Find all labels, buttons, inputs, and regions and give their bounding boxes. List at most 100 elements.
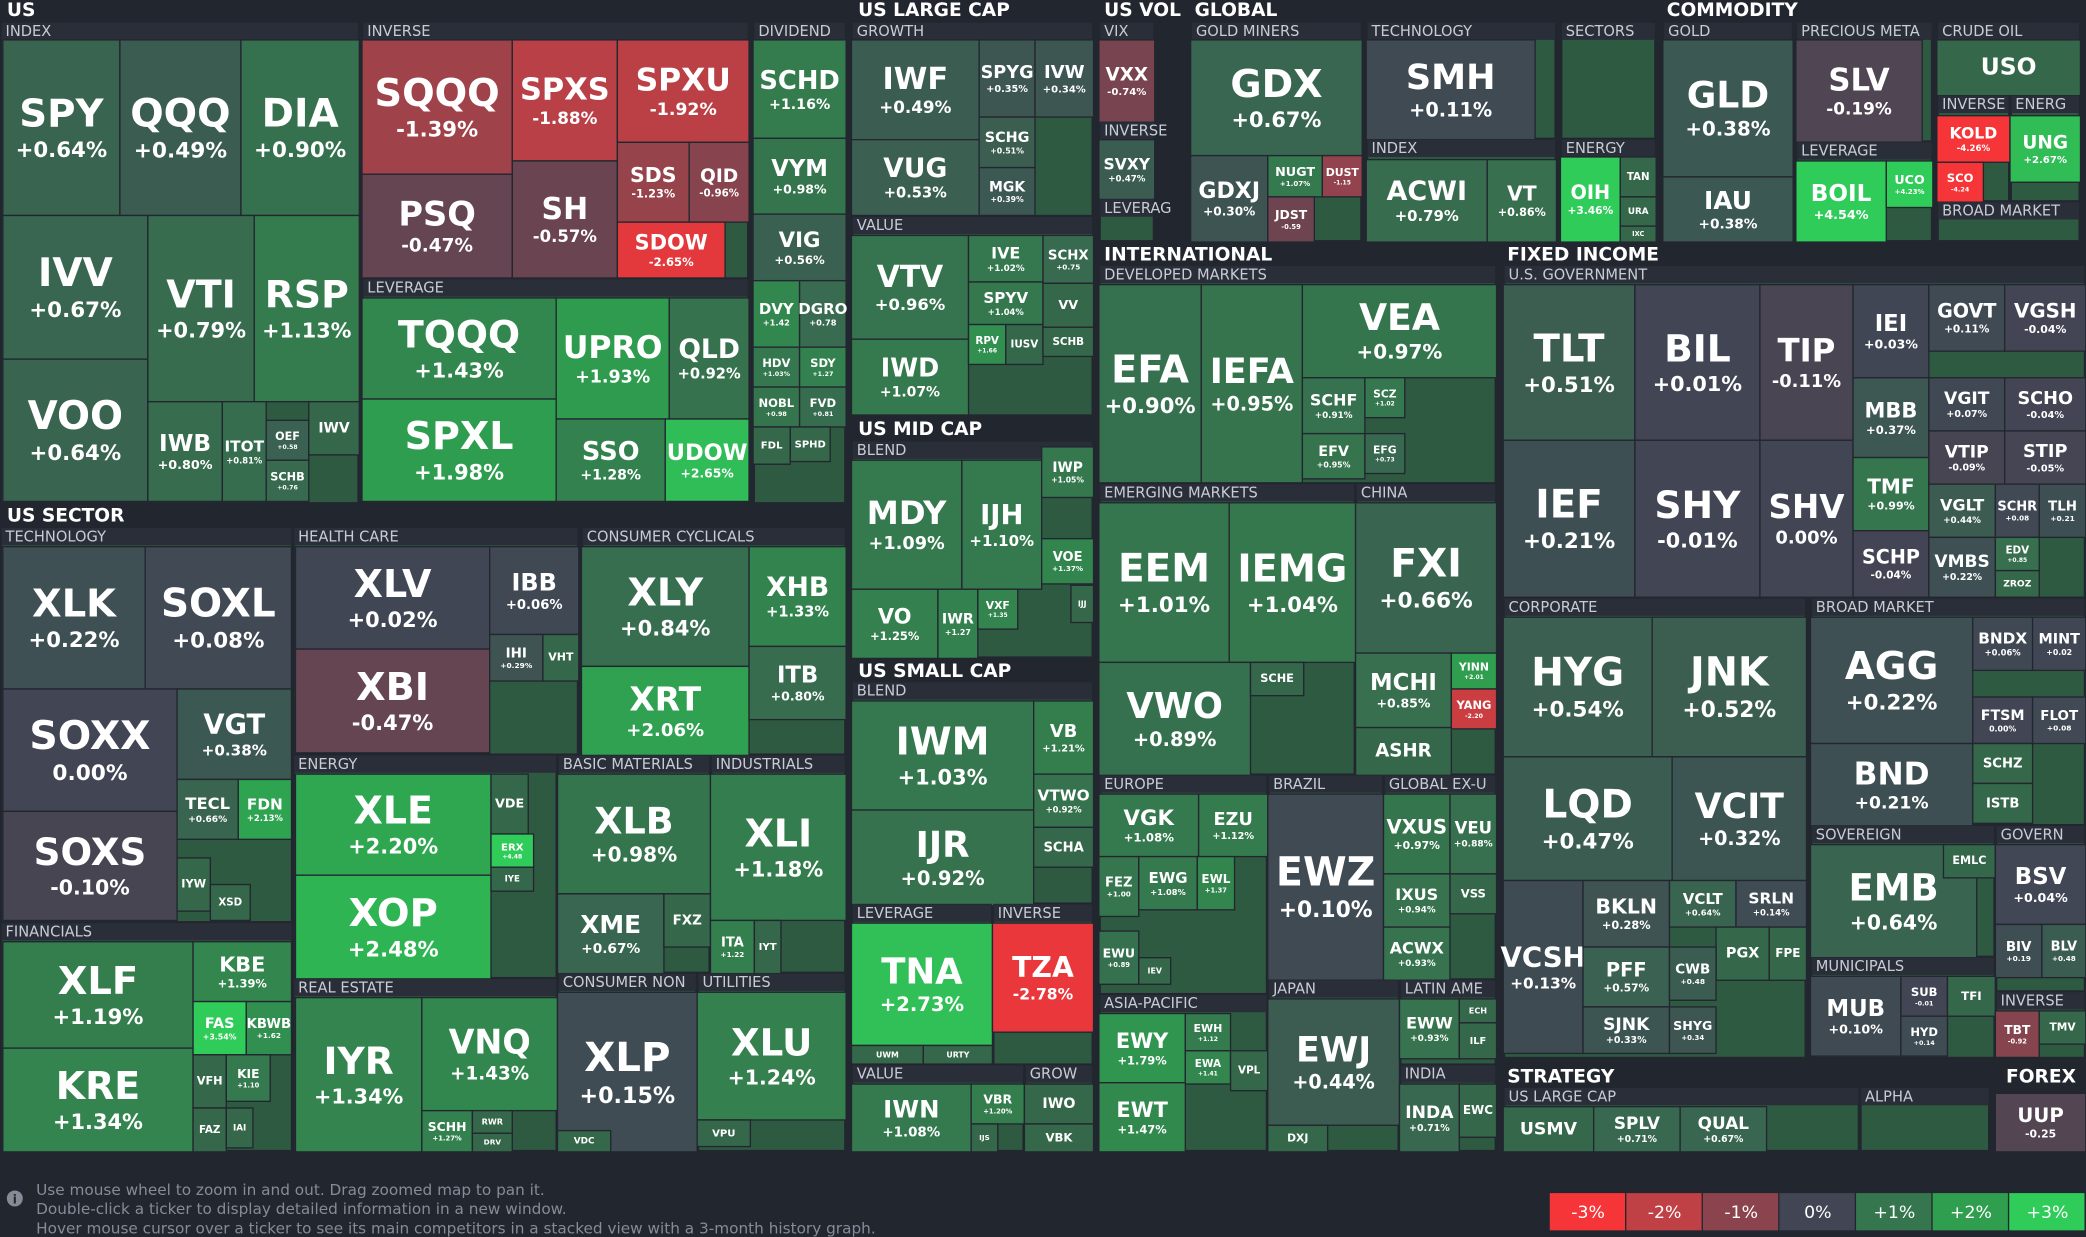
tile[interactable] xyxy=(1502,1105,1595,1153)
tile[interactable] xyxy=(748,645,847,721)
tile[interactable] xyxy=(1928,430,2006,485)
tile[interactable] xyxy=(1715,926,1770,981)
tile[interactable] xyxy=(1365,39,1536,141)
tile[interactable] xyxy=(1994,923,2043,979)
ticker[interactable]: BND xyxy=(1854,756,1930,792)
ticker[interactable]: GLD xyxy=(1687,75,1769,116)
ticker[interactable]: EFG xyxy=(1373,443,1397,456)
tile[interactable] xyxy=(1885,160,1934,209)
ticker[interactable]: VPL xyxy=(1238,1065,1261,1077)
tile[interactable] xyxy=(1228,502,1357,664)
ticker[interactable]: BKLN xyxy=(1595,895,1657,919)
tile[interactable] xyxy=(1042,234,1095,284)
ticker[interactable]: IXC xyxy=(1632,230,1644,238)
tile[interactable] xyxy=(1098,930,1140,985)
ticker[interactable]: FDL xyxy=(761,441,783,452)
ticker[interactable]: XLI xyxy=(744,811,812,855)
ticker[interactable]: XLP xyxy=(584,1034,670,1081)
ticker[interactable]: IWD xyxy=(881,352,940,382)
tile[interactable] xyxy=(1365,158,1488,243)
ticker[interactable]: USMV xyxy=(1520,1119,1578,1139)
ticker[interactable]: VMBS xyxy=(1934,552,1989,572)
ticker[interactable]: XME xyxy=(580,910,641,939)
ticker[interactable]: XLF xyxy=(58,959,138,1004)
ticker[interactable]: VO xyxy=(878,605,912,629)
ticker[interactable]: SCHP xyxy=(1862,546,1920,569)
ticker[interactable]: YINN xyxy=(1458,661,1489,674)
tile[interactable] xyxy=(361,39,513,175)
ticker[interactable]: XLE xyxy=(354,789,433,833)
ticker[interactable]: VXUS xyxy=(1386,816,1447,839)
ticker[interactable]: ACWX xyxy=(1390,938,1445,957)
tile[interactable] xyxy=(1267,196,1316,243)
tile[interactable] xyxy=(753,919,782,975)
ticker[interactable]: VBK xyxy=(1045,1130,1073,1144)
tile[interactable] xyxy=(1668,879,1737,928)
tile[interactable] xyxy=(237,778,293,840)
ticker[interactable]: EWW xyxy=(1406,1013,1453,1032)
tile[interactable] xyxy=(1994,843,2086,926)
tile[interactable] xyxy=(2,688,178,813)
ticker[interactable]: SOXL xyxy=(161,582,276,627)
ticker[interactable]: USO xyxy=(1981,52,2037,80)
tile[interactable] xyxy=(1098,502,1230,664)
ticker[interactable]: SCHH xyxy=(428,1120,467,1134)
ticker[interactable]: YANG xyxy=(1455,698,1491,712)
ticker[interactable]: KBWB xyxy=(247,1017,292,1032)
tile[interactable] xyxy=(2031,616,2086,672)
ticker[interactable]: VGSH xyxy=(2014,299,2076,322)
ticker[interactable]: TBT xyxy=(2004,1023,2031,1037)
ticker[interactable]: PGX xyxy=(1726,946,1759,962)
tile[interactable] xyxy=(1034,39,1095,118)
ticker[interactable]: IAU xyxy=(1704,186,1752,215)
tile[interactable] xyxy=(1795,39,1923,143)
tile[interactable] xyxy=(1354,652,1453,729)
tile[interactable] xyxy=(1398,1083,1460,1153)
ticker[interactable]: XLU xyxy=(731,1020,812,1064)
ticker[interactable]: PFF xyxy=(1606,959,1647,982)
ticker[interactable]: FEZ xyxy=(1105,876,1133,891)
tile[interactable] xyxy=(1671,756,1808,882)
tile[interactable] xyxy=(1768,926,1808,981)
tile[interactable] xyxy=(1267,793,1385,981)
ticker[interactable]: SPYV xyxy=(983,289,1028,307)
ticker[interactable]: SVXY xyxy=(1104,155,1151,173)
tile[interactable] xyxy=(361,398,557,503)
ticker[interactable]: SRLN xyxy=(1748,890,1794,908)
tile[interactable] xyxy=(668,297,750,420)
ticker[interactable]: IWM xyxy=(896,719,990,763)
ticker[interactable]: DIA xyxy=(262,91,339,136)
tile[interactable] xyxy=(709,919,756,975)
ticker[interactable]: MDY xyxy=(867,494,947,532)
tile[interactable] xyxy=(1189,154,1269,243)
tile[interactable] xyxy=(1267,998,1401,1126)
ticker[interactable]: BNDX xyxy=(1978,630,2027,648)
tile[interactable] xyxy=(1942,843,1997,879)
ticker[interactable]: URTY xyxy=(946,1050,969,1059)
tile[interactable] xyxy=(176,778,239,840)
tile[interactable] xyxy=(1662,176,1794,243)
ticker[interactable]: CWB xyxy=(1675,963,1710,978)
ticker[interactable]: UPRO xyxy=(563,330,663,366)
ticker[interactable]: BLV xyxy=(2051,940,2078,955)
tile[interactable] xyxy=(1928,377,2006,432)
ticker[interactable]: IVW xyxy=(1044,62,1085,83)
ticker[interactable]: ASHR xyxy=(1375,741,1432,762)
tile[interactable] xyxy=(664,418,750,503)
ticker[interactable]: IHI xyxy=(506,647,527,662)
ticker[interactable]: OIH xyxy=(1571,181,1611,204)
tile[interactable] xyxy=(798,279,847,348)
ticker[interactable]: MBB xyxy=(1864,397,1917,422)
tile[interactable] xyxy=(1382,793,1451,875)
ticker[interactable]: GDXJ xyxy=(1198,179,1260,204)
tile[interactable] xyxy=(1668,946,1717,1001)
tile[interactable] xyxy=(1502,879,1584,1055)
ticker[interactable]: SPYG xyxy=(981,63,1034,83)
ticker[interactable]: KIE xyxy=(237,1067,259,1081)
tile[interactable] xyxy=(1364,432,1406,475)
ticker[interactable]: SPY xyxy=(19,91,104,136)
tile[interactable] xyxy=(490,866,535,892)
ticker[interactable]: EWT xyxy=(1116,1098,1168,1122)
tile[interactable] xyxy=(192,941,293,1003)
ticker[interactable]: AGG xyxy=(1845,644,1938,689)
